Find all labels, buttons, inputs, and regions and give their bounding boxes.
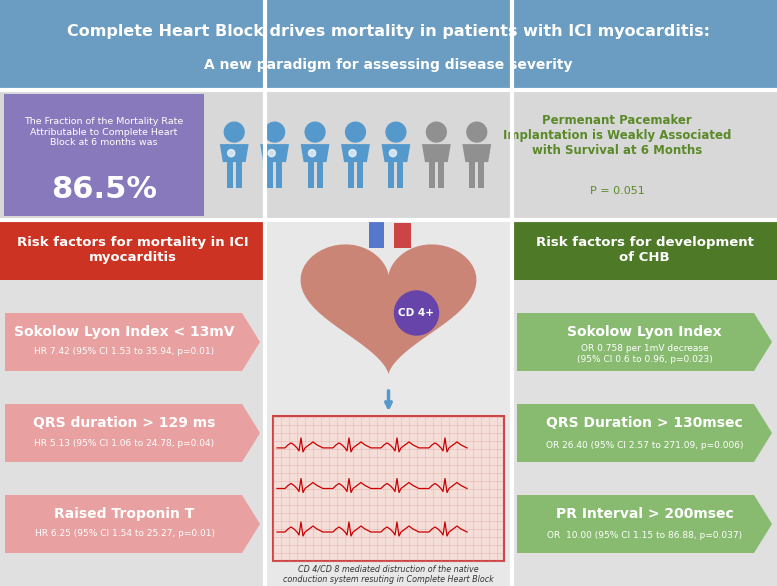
Circle shape [389, 149, 396, 156]
Circle shape [395, 291, 438, 335]
Text: HR 5.13 (95% CI 1.06 to 24.78, p=0.04): HR 5.13 (95% CI 1.06 to 24.78, p=0.04) [34, 438, 214, 448]
Polygon shape [517, 495, 772, 553]
Polygon shape [276, 162, 282, 188]
Circle shape [268, 149, 275, 156]
Polygon shape [517, 313, 772, 371]
Circle shape [467, 122, 486, 142]
Circle shape [228, 149, 235, 156]
FancyBboxPatch shape [512, 220, 777, 586]
Circle shape [225, 122, 244, 142]
Circle shape [346, 122, 365, 142]
Text: The Fraction of the Mortality Rate
Attributable to Complete Heart
Block at 6 mon: The Fraction of the Mortality Rate Attri… [24, 117, 183, 147]
FancyBboxPatch shape [0, 0, 777, 90]
Polygon shape [368, 218, 384, 248]
Text: QRS duration > 129 ms: QRS duration > 129 ms [33, 416, 216, 430]
Text: OR  10.00 (95% CI 1.15 to 86.88, p=0.037): OR 10.00 (95% CI 1.15 to 86.88, p=0.037) [547, 532, 742, 540]
Text: QRS Duration > 130msec: QRS Duration > 130msec [546, 416, 743, 430]
Polygon shape [469, 162, 476, 188]
Text: PR Interval > 200msec: PR Interval > 200msec [556, 507, 733, 521]
Text: CD 4/CD 8 mediated distruction of the native
conduction system resuting in Compl: CD 4/CD 8 mediated distruction of the na… [283, 564, 494, 584]
Text: OR 26.40 (95% CI 2.57 to 271.09, p=0.006): OR 26.40 (95% CI 2.57 to 271.09, p=0.006… [545, 441, 744, 449]
FancyBboxPatch shape [0, 220, 265, 586]
Polygon shape [388, 162, 395, 188]
Polygon shape [5, 404, 260, 462]
FancyBboxPatch shape [0, 220, 265, 280]
Circle shape [305, 122, 325, 142]
Text: Risk factors for mortality in ICI
myocarditis: Risk factors for mortality in ICI myocar… [16, 236, 249, 264]
FancyBboxPatch shape [0, 90, 777, 220]
Polygon shape [462, 144, 491, 162]
Polygon shape [227, 162, 233, 188]
Polygon shape [301, 244, 476, 374]
Circle shape [265, 122, 284, 142]
Polygon shape [397, 162, 403, 188]
Polygon shape [517, 404, 772, 462]
Polygon shape [382, 144, 410, 162]
Circle shape [349, 149, 356, 156]
Text: Complete Heart Block drives mortality in patients with ICI myocarditis:: Complete Heart Block drives mortality in… [67, 24, 710, 39]
Polygon shape [5, 313, 260, 371]
Polygon shape [308, 162, 314, 188]
Circle shape [427, 122, 446, 142]
Text: OR 0.758 per 1mV decrease
(95% CI 0.6 to 0.96, p=0.023): OR 0.758 per 1mV decrease (95% CI 0.6 to… [577, 345, 713, 364]
FancyBboxPatch shape [265, 220, 512, 586]
Polygon shape [438, 162, 444, 188]
Text: Sokolow Lyon Index: Sokolow Lyon Index [567, 325, 722, 339]
Text: CD 4+: CD 4+ [399, 308, 434, 318]
FancyBboxPatch shape [512, 220, 777, 280]
Text: P = 0.051: P = 0.051 [590, 186, 644, 196]
Text: HR 7.42 (95% CI 1.53 to 35.94, p=0.01): HR 7.42 (95% CI 1.53 to 35.94, p=0.01) [34, 347, 214, 356]
Polygon shape [422, 144, 451, 162]
Text: Risk factors for development
of CHB: Risk factors for development of CHB [535, 236, 754, 264]
Text: Permenant Pacemaker
Implantation is Weakly Associated
with Survival at 6 Months: Permenant Pacemaker Implantation is Weak… [503, 114, 731, 157]
Polygon shape [260, 144, 289, 162]
Text: Raised Troponin T: Raised Troponin T [54, 507, 195, 521]
Text: 86.5%: 86.5% [51, 175, 157, 204]
Text: HR 6.25 (95% CI 1.54 to 25.27, p=0.01): HR 6.25 (95% CI 1.54 to 25.27, p=0.01) [34, 530, 214, 539]
Polygon shape [316, 162, 322, 188]
FancyBboxPatch shape [4, 94, 204, 216]
Polygon shape [5, 495, 260, 553]
Polygon shape [429, 162, 435, 188]
Circle shape [308, 149, 315, 156]
Polygon shape [393, 223, 410, 248]
Circle shape [386, 122, 406, 142]
Polygon shape [235, 162, 242, 188]
Polygon shape [301, 144, 329, 162]
Text: Sokolow Lyon Index < 13mV: Sokolow Lyon Index < 13mV [14, 325, 235, 339]
Polygon shape [479, 162, 484, 188]
Polygon shape [220, 144, 249, 162]
Polygon shape [357, 162, 363, 188]
FancyBboxPatch shape [273, 416, 504, 561]
Polygon shape [348, 162, 354, 188]
Text: A new paradigm for assessing disease severity: A new paradigm for assessing disease sev… [204, 58, 573, 72]
Polygon shape [267, 162, 274, 188]
Polygon shape [341, 144, 370, 162]
